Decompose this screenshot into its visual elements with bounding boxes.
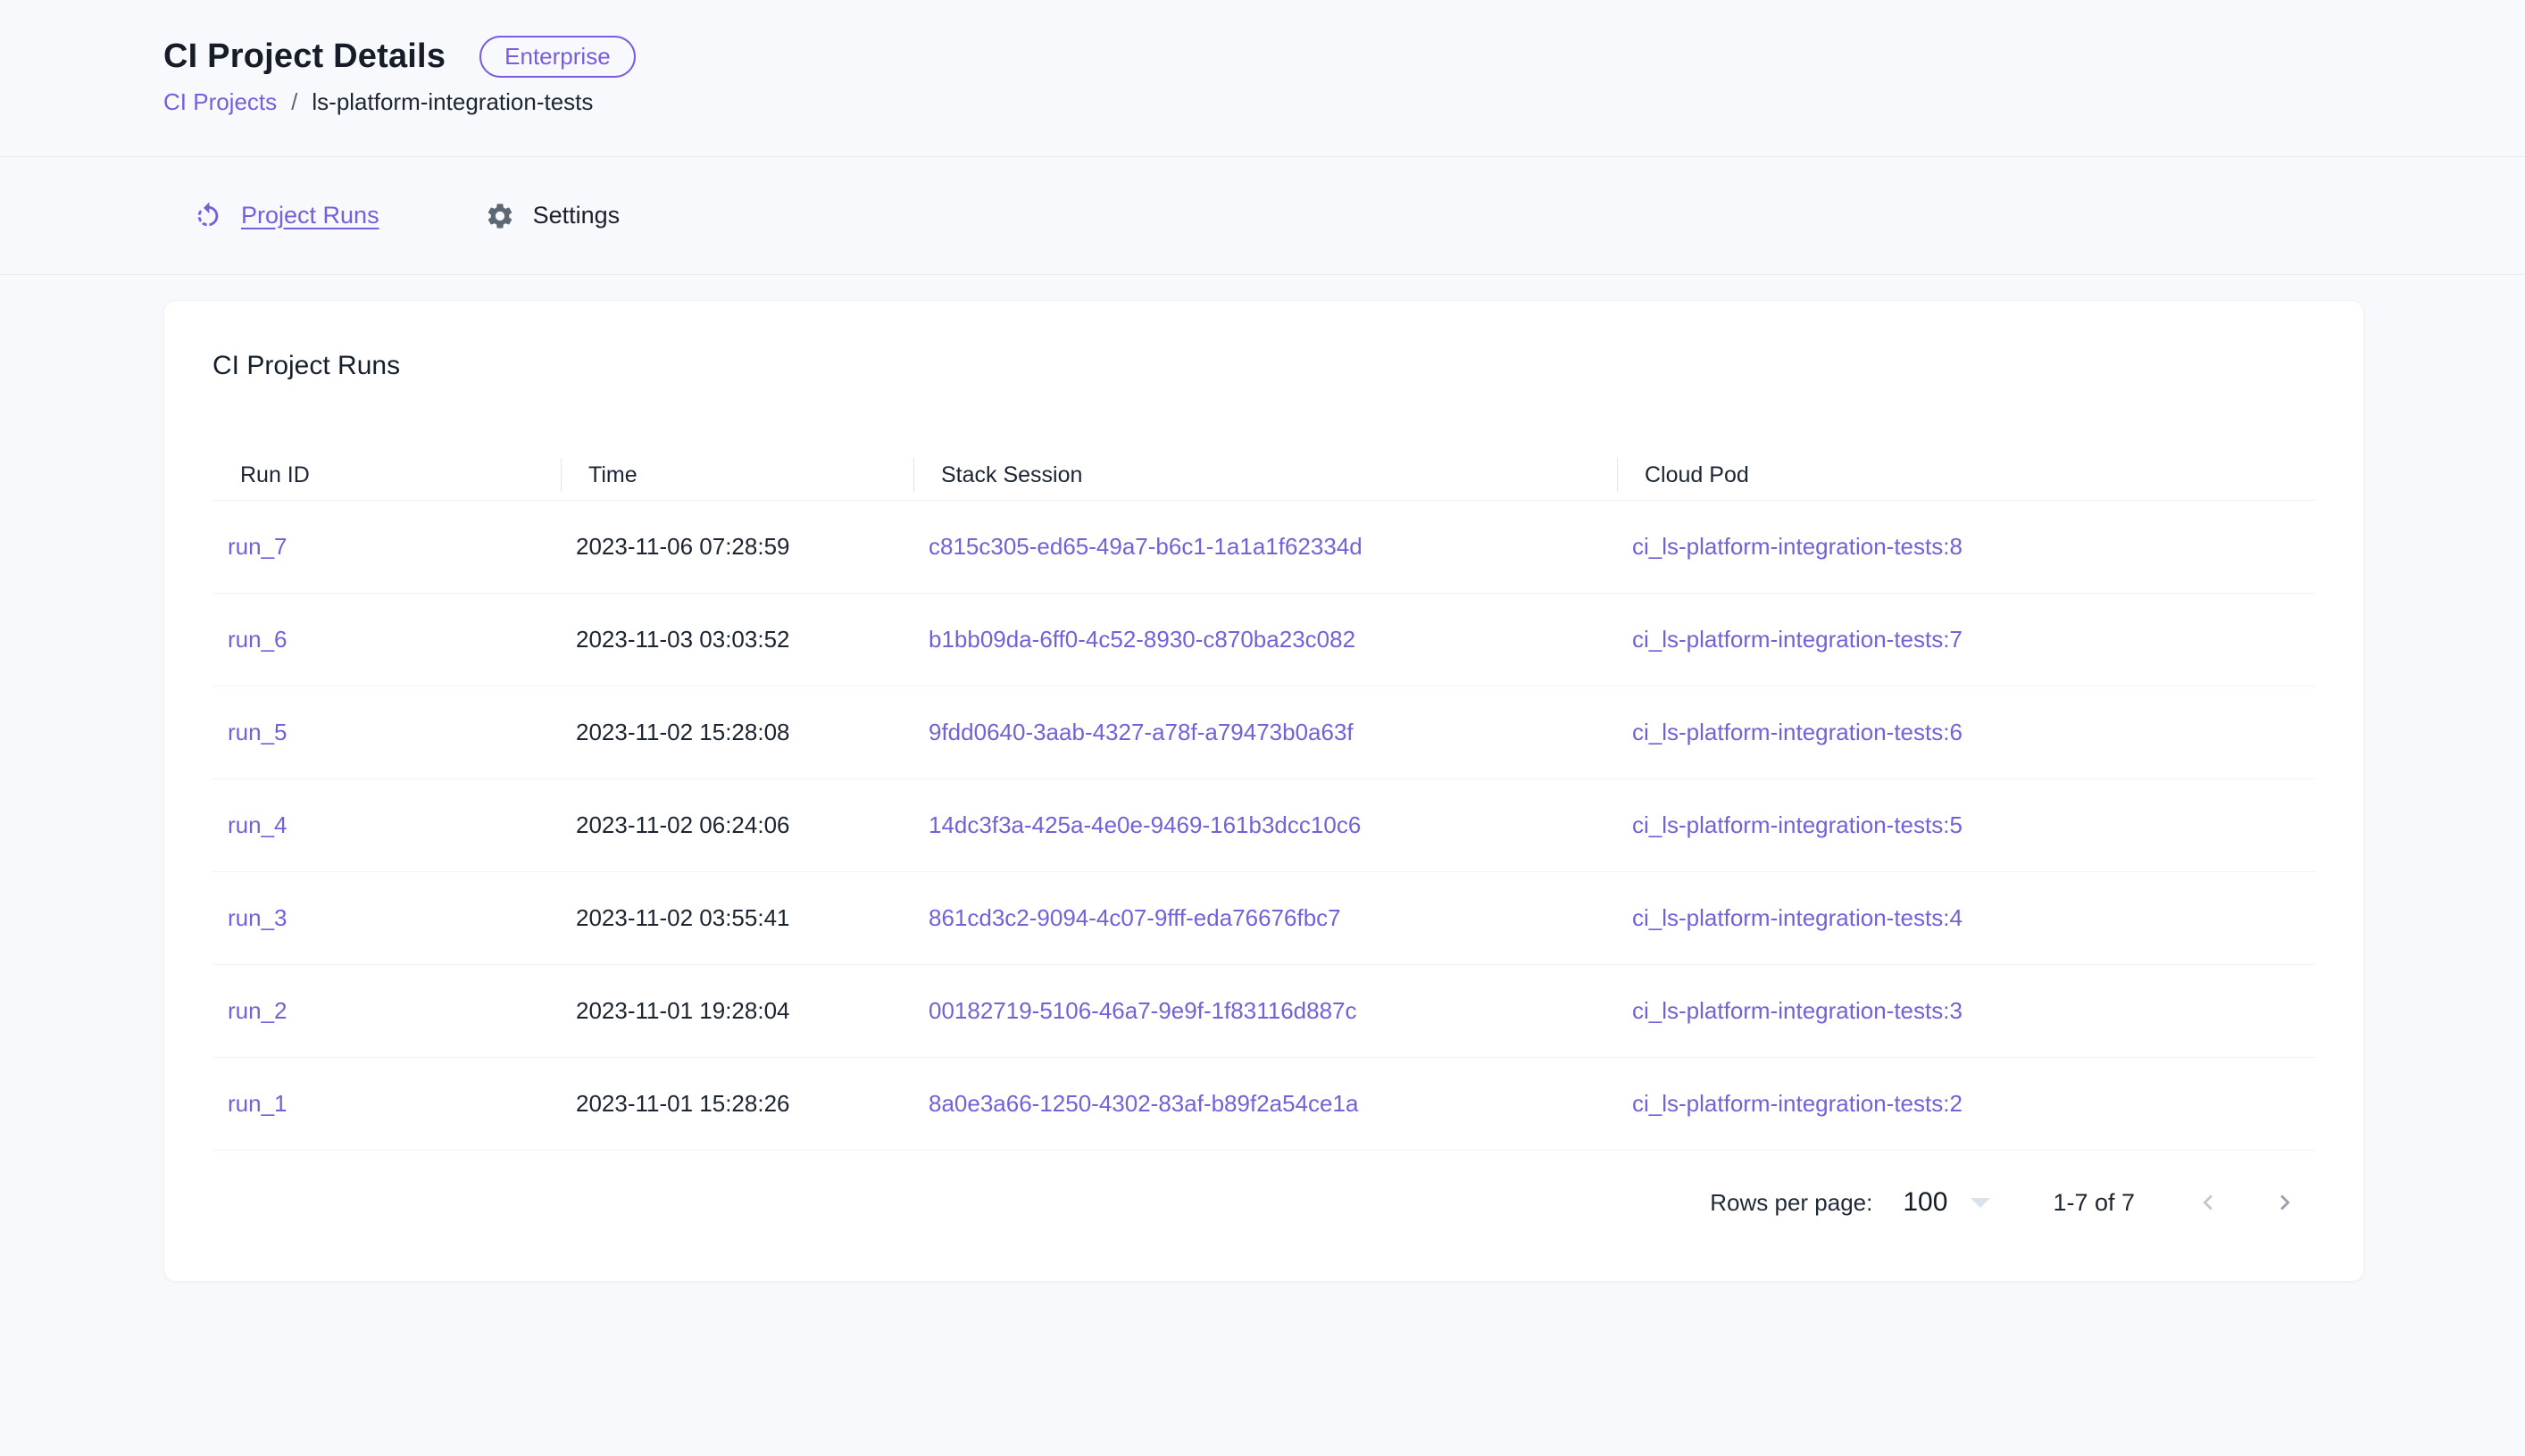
- run-id-link[interactable]: run_3: [228, 904, 288, 931]
- cloud-pod-link[interactable]: ci_ls-platform-integration-tests:5: [1632, 811, 1962, 838]
- chevron-left-icon: [2193, 1187, 2223, 1218]
- tab-bar: Project Runs Settings: [0, 157, 2525, 275]
- pagination: Rows per page: 100 1-7 of 7: [212, 1151, 2315, 1224]
- tab-project-runs[interactable]: Project Runs: [193, 201, 379, 231]
- cloud-pod-link[interactable]: ci_ls-platform-integration-tests:2: [1632, 1090, 1962, 1117]
- enterprise-badge: Enterprise: [479, 36, 636, 79]
- table-row: run_6 2023-11-03 03:03:52 b1bb09da-6ff0-…: [212, 594, 2315, 686]
- breadcrumb: CI Projects / ls-platform-integration-te…: [163, 88, 2364, 116]
- table-body: run_7 2023-11-06 07:28:59 c815c305-ed65-…: [212, 501, 2315, 1151]
- card-title: CI Project Runs: [212, 351, 401, 380]
- cloud-pod-link[interactable]: ci_ls-platform-integration-tests:4: [1632, 904, 1962, 931]
- stack-session-link[interactable]: 00182719-5106-46a7-9e9f-1f83116d887c: [929, 997, 1357, 1024]
- run-time: 2023-11-02 06:24:06: [576, 811, 790, 838]
- cloud-pod-link[interactable]: ci_ls-platform-integration-tests:7: [1632, 626, 1962, 653]
- table-row: run_1 2023-11-01 15:28:26 8a0e3a66-1250-…: [212, 1058, 2315, 1151]
- run-id-link[interactable]: run_6: [228, 626, 288, 653]
- table-row: run_4 2023-11-02 06:24:06 14dc3f3a-425a-…: [212, 779, 2315, 872]
- title-row: CI Project Details Enterprise: [163, 36, 2364, 79]
- ci-project-runs-card: CI Project Runs Run ID Time Stack Sessio…: [163, 300, 2364, 1282]
- breadcrumb-ci-projects-link[interactable]: CI Projects: [163, 88, 278, 116]
- column-header-time: Time: [561, 462, 913, 488]
- run-id-link[interactable]: run_2: [228, 997, 288, 1024]
- tab-project-runs-label[interactable]: Project Runs: [241, 202, 379, 229]
- page-title: CI Project Details: [163, 37, 446, 76]
- run-time: 2023-11-06 07:28:59: [576, 533, 790, 560]
- table-row: run_7 2023-11-06 07:28:59 c815c305-ed65-…: [212, 501, 2315, 594]
- cloud-pod-link[interactable]: ci_ls-platform-integration-tests:8: [1632, 533, 1962, 560]
- page-header: CI Project Details Enterprise CI Project…: [0, 0, 2525, 157]
- breadcrumb-current: ls-platform-integration-tests: [312, 88, 594, 116]
- run-time: 2023-11-02 15:28:08: [576, 719, 790, 745]
- runs-table: Run ID Time Stack Session Cloud Pod run_…: [212, 449, 2315, 1151]
- chevron-right-icon: [2270, 1187, 2300, 1218]
- stack-session-link[interactable]: 9fdd0640-3aab-4327-a78f-a79473b0a63f: [929, 719, 1354, 745]
- run-time: 2023-11-02 03:55:41: [576, 904, 790, 931]
- column-header-run-id: Run ID: [240, 462, 310, 487]
- tab-settings[interactable]: Settings: [485, 201, 621, 231]
- stack-session-link[interactable]: 14dc3f3a-425a-4e0e-9469-161b3dcc10c6: [929, 811, 1362, 838]
- previous-page-button[interactable]: [2187, 1181, 2229, 1224]
- table-row: run_3 2023-11-02 03:55:41 861cd3c2-9094-…: [212, 872, 2315, 965]
- stack-session-link[interactable]: 8a0e3a66-1250-4302-83af-b89f2a54ce1a: [929, 1090, 1359, 1117]
- stack-session-link[interactable]: c815c305-ed65-49a7-b6c1-1a1a1f62334d: [929, 533, 1362, 560]
- column-header-cloud-pod: Cloud Pod: [1617, 462, 2315, 488]
- rows-per-page-select[interactable]: 100: [1903, 1187, 1991, 1218]
- tab-settings-label: Settings: [532, 202, 621, 229]
- column-header-stack-session: Stack Session: [913, 462, 1617, 488]
- history-icon: [193, 201, 223, 231]
- cloud-pod-link[interactable]: ci_ls-platform-integration-tests:3: [1632, 997, 1962, 1024]
- table-header-row: Run ID Time Stack Session Cloud Pod: [212, 449, 2315, 501]
- stack-session-link[interactable]: 861cd3c2-9094-4c07-9fff-eda76676fbc7: [929, 904, 1341, 931]
- cloud-pod-link[interactable]: ci_ls-platform-integration-tests:6: [1632, 719, 1962, 745]
- next-page-button[interactable]: [2263, 1181, 2306, 1224]
- run-id-link[interactable]: run_1: [228, 1090, 288, 1117]
- run-id-link[interactable]: run_5: [228, 719, 288, 745]
- table-row: run_5 2023-11-02 15:28:08 9fdd0640-3aab-…: [212, 686, 2315, 779]
- gear-icon: [485, 201, 515, 231]
- rows-per-page-value: 100: [1903, 1187, 1948, 1217]
- chevron-down-icon: [1971, 1197, 1991, 1208]
- run-time: 2023-11-01 15:28:26: [576, 1090, 790, 1117]
- rows-per-page-label: Rows per page:: [1710, 1188, 1873, 1216]
- run-id-link[interactable]: run_4: [228, 811, 288, 838]
- pagination-range: 1-7 of 7: [2053, 1188, 2135, 1216]
- table-row: run_2 2023-11-01 19:28:04 00182719-5106-…: [212, 965, 2315, 1058]
- main-content: CI Project Runs Run ID Time Stack Sessio…: [0, 275, 2525, 1282]
- run-id-link[interactable]: run_7: [228, 533, 288, 560]
- run-time: 2023-11-03 03:03:52: [576, 626, 790, 653]
- breadcrumb-separator: /: [291, 88, 298, 116]
- run-time: 2023-11-01 19:28:04: [576, 997, 790, 1024]
- stack-session-link[interactable]: b1bb09da-6ff0-4c52-8930-c870ba23c082: [929, 626, 1356, 653]
